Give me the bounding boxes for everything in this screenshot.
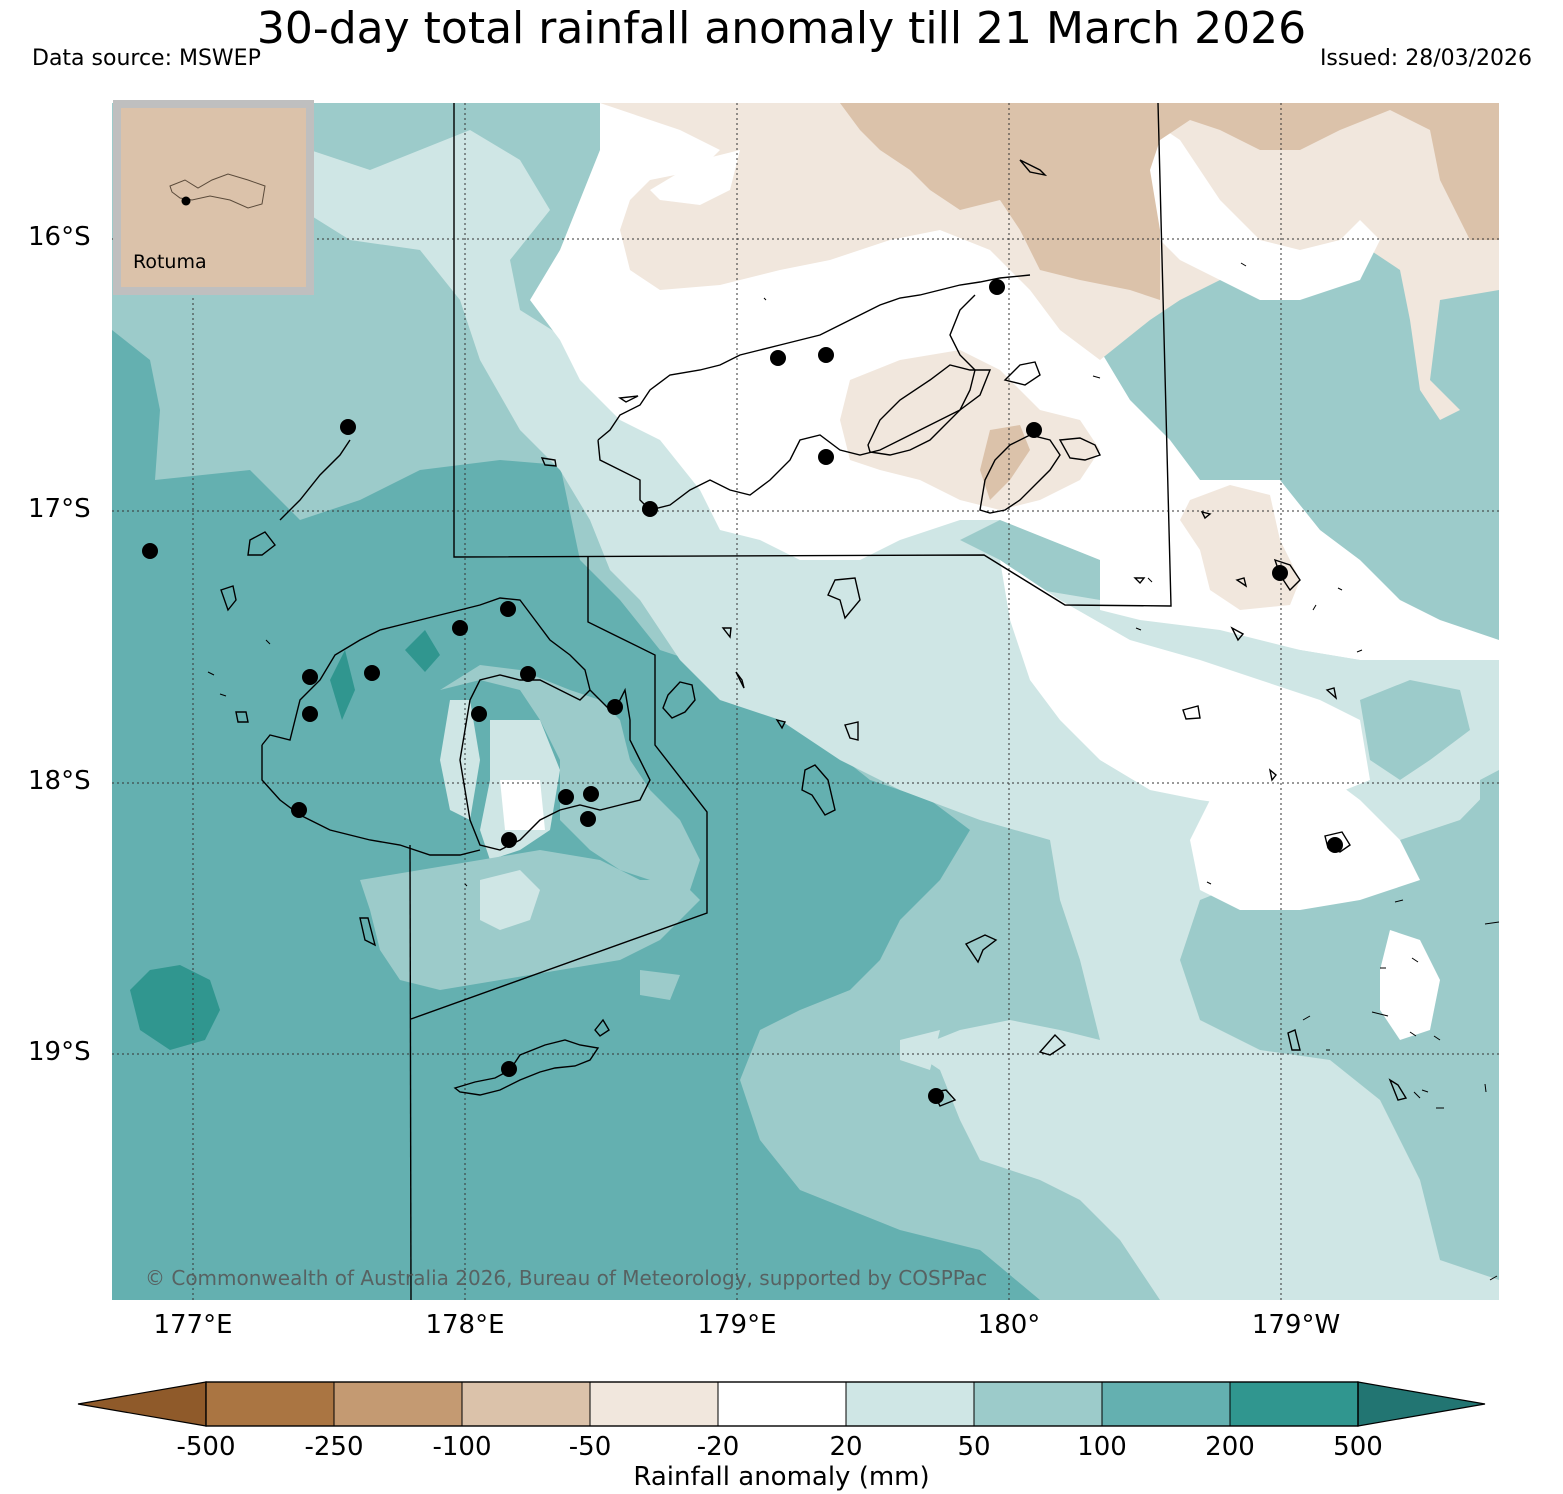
station-dot (770, 350, 786, 366)
station-dot (471, 706, 487, 722)
station-dot (501, 832, 517, 848)
map-title: 30-day total rainfall anomaly till 21 Ma… (256, 3, 1307, 54)
station-dot (558, 789, 574, 805)
copyright-notice: © Commonwealth of Australia 2026, Bureau… (145, 1266, 988, 1290)
colorbar-label: Rainfall anomaly (mm) (633, 1462, 930, 1492)
colorbar-segment (1229, 1381, 1359, 1427)
issued-date: Issued: 28/03/2026 (1319, 46, 1532, 71)
colorbar-tick: 500 (1333, 1432, 1383, 1462)
station-dot (142, 543, 158, 559)
station-dot (520, 666, 536, 682)
station-dot (291, 802, 307, 818)
lat-label-18s: 18°S (28, 766, 91, 796)
colorbar-tick: 200 (1205, 1432, 1255, 1462)
colorbar-segment (461, 1381, 591, 1427)
station-dot (642, 501, 658, 517)
station-dot (302, 706, 318, 722)
lon-label-180: 180° (977, 1310, 1041, 1340)
station-dot (580, 811, 596, 827)
station-dot (501, 1061, 517, 1077)
division-boundaries (409, 102, 1172, 1301)
graticule (112, 103, 1499, 1300)
rotuma-inset (113, 100, 314, 295)
colorbar-tick: -100 (432, 1432, 492, 1462)
colorbar (77, 1381, 1486, 1427)
station-dot (340, 419, 356, 435)
colorbar-tick: -500 (176, 1432, 236, 1462)
station-dot (364, 665, 380, 681)
colorbar-segment (205, 1381, 335, 1427)
colorbar-segment (589, 1381, 719, 1427)
colorbar-tick: -50 (568, 1432, 612, 1462)
colorbar-tick: 50 (957, 1432, 991, 1462)
lon-label-179w: 179°W (1251, 1310, 1341, 1340)
lat-label-19s: 19°S (28, 1037, 91, 1067)
station-dot (928, 1088, 944, 1104)
data-source: Data source: MSWEP (32, 46, 261, 71)
station-dot (1327, 837, 1343, 853)
station-dot (1026, 422, 1042, 438)
station-dot (302, 669, 318, 685)
station-dot (818, 347, 834, 363)
station-dot (500, 601, 516, 617)
lat-label-16s: 16°S (28, 222, 91, 252)
lon-label-178e: 178°E (425, 1310, 505, 1340)
colorbar-tick: -20 (696, 1432, 740, 1462)
station-markers (142, 279, 1343, 1104)
coastline-fragments (207, 262, 1500, 1281)
lon-label-177e: 177°E (153, 1310, 233, 1340)
colorbar-segment (333, 1381, 463, 1427)
station-dot (989, 279, 1005, 295)
station-dot (818, 449, 834, 465)
station-dot (1272, 565, 1288, 581)
colorbar-segment (717, 1381, 847, 1427)
colorbar-tick: 100 (1077, 1432, 1127, 1462)
lon-label-179e: 179°E (697, 1310, 777, 1340)
colorbar-tick: 20 (829, 1432, 863, 1462)
station-dot (452, 620, 468, 636)
inset-label: Rotuma (133, 251, 207, 273)
station-dot (583, 786, 599, 802)
colorbar-tick: -250 (304, 1432, 364, 1462)
anomaly-contours (112, 103, 1499, 1300)
colorbar-segment (973, 1381, 1103, 1427)
colorbar-segment (1101, 1381, 1231, 1427)
colorbar-segment (845, 1381, 975, 1427)
station-dot (181, 196, 191, 206)
station-dot (607, 699, 623, 715)
lat-label-17s: 17°S (28, 494, 91, 524)
